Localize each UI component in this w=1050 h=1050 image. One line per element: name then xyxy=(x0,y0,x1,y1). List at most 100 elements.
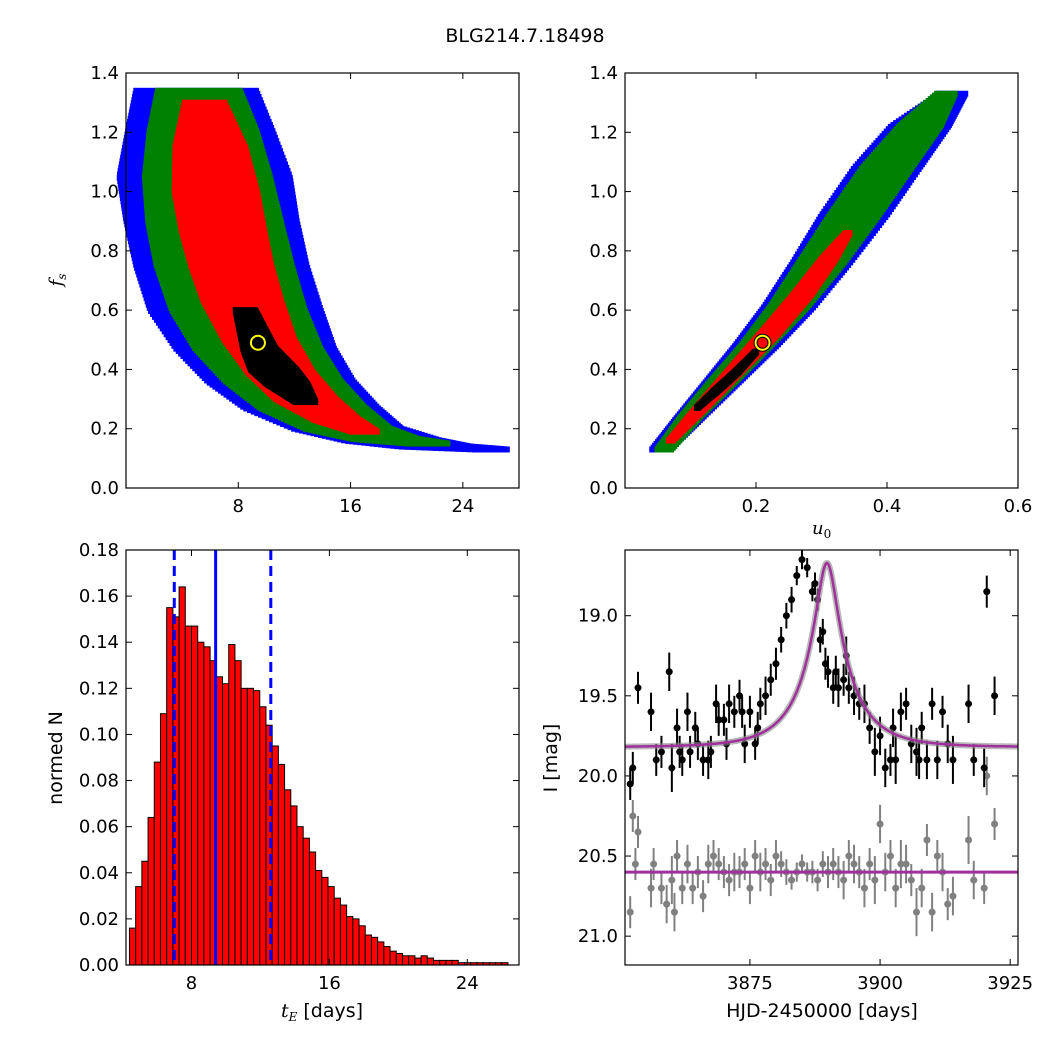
histogram-bar-11 xyxy=(197,641,205,966)
data-point-residual-66 xyxy=(980,884,988,892)
data-point-event-19 xyxy=(715,716,723,724)
data-point-event-59 xyxy=(881,764,889,772)
series-event xyxy=(626,550,999,800)
x-axis-label-tE: tE [days] xyxy=(281,1000,363,1024)
data-point-event-70 xyxy=(928,700,936,708)
data-point-event-67 xyxy=(915,756,923,764)
x-tick-label-1-1: 0.4 xyxy=(873,496,902,517)
data-point-residual-0 xyxy=(626,908,634,916)
data-point-residual-46 xyxy=(860,884,868,892)
y-tick-label-2-6: 0.12 xyxy=(79,678,119,699)
y-tick-label-1-6: 1.2 xyxy=(589,122,618,143)
data-point-event-34 xyxy=(777,636,785,644)
histogram-bar-20 xyxy=(253,690,261,966)
model-curve-shadow xyxy=(625,559,1018,750)
histogram-bar-3 xyxy=(147,816,155,966)
data-point-residual-27 xyxy=(762,860,770,868)
histogram-bar-43 xyxy=(395,952,403,966)
data-point-residual-56 xyxy=(912,908,920,916)
data-point-residual-58 xyxy=(923,836,931,844)
histogram-bar-2 xyxy=(141,860,149,966)
data-point-residual-15 xyxy=(699,892,707,900)
data-point-event-50 xyxy=(840,676,848,684)
data-point-event-41 xyxy=(811,580,819,588)
histogram-bar-10 xyxy=(191,625,199,966)
y-tick-label-1-7: 1.4 xyxy=(589,63,618,84)
x-tick-label-3-2: 3925 xyxy=(987,973,1033,994)
histogram-bar-30 xyxy=(315,869,323,966)
contour-cell-2-160 xyxy=(842,230,853,237)
y-tick-label-1-4: 0.8 xyxy=(589,241,618,262)
histogram-bar-51 xyxy=(445,959,453,966)
histogram-bar-31 xyxy=(321,876,329,966)
data-point-event-72 xyxy=(939,708,947,716)
data-point-residual-42 xyxy=(840,876,848,884)
y-tick-label-0-4: 0.8 xyxy=(90,241,119,262)
data-point-event-39 xyxy=(803,564,811,572)
data-point-residual-12 xyxy=(683,860,691,868)
data-point-residual-28 xyxy=(767,876,775,884)
data-point-event-3 xyxy=(647,708,655,716)
y-tick-label-2-0: 0.00 xyxy=(79,955,119,976)
contour-level-1 xyxy=(693,348,760,411)
x-tick-label-1-0: 0.2 xyxy=(742,496,771,517)
histogram-bar-41 xyxy=(383,946,391,966)
data-point-event-77 xyxy=(980,764,988,772)
data-point-residual-34 xyxy=(798,860,806,868)
data-point-residual-24 xyxy=(746,884,754,892)
data-point-event-20 xyxy=(720,716,728,724)
data-point-event-56 xyxy=(866,724,874,732)
y-tick-label-0-3: 0.6 xyxy=(90,300,119,321)
plot-frame-1 xyxy=(624,72,1019,489)
histogram-bar-33 xyxy=(333,897,341,966)
histogram-bar-16 xyxy=(228,644,236,966)
data-point-residual-29 xyxy=(772,852,780,860)
data-point-event-1 xyxy=(629,764,637,772)
histogram-bar-8 xyxy=(178,586,186,966)
histogram-bar-12 xyxy=(203,646,211,966)
y-tick-label-3-1: 19.5 xyxy=(578,686,618,707)
data-point-residual-44 xyxy=(850,860,858,868)
data-point-residual-47 xyxy=(866,860,874,868)
data-point-residual-53 xyxy=(897,860,905,868)
data-point-event-27 xyxy=(746,708,754,716)
histogram-bar-0 xyxy=(128,927,137,966)
data-point-residual-59 xyxy=(928,908,936,916)
histogram-bar-4 xyxy=(153,761,161,966)
panel-tE-histogram: 8 16 24 0.00 0.02 0.04 0.06 0.08 0.10 0.12 0.14 0.1… xyxy=(79,540,520,994)
data-point-residual-17 xyxy=(709,852,717,860)
data-point-residual-6 xyxy=(657,884,665,892)
histogram-bar-36 xyxy=(352,918,360,966)
data-point-event-35 xyxy=(782,612,790,620)
y-axis-label-fs: fs xyxy=(46,274,69,289)
x-tick-label-2-1: 16 xyxy=(318,973,341,994)
data-point-residual-54 xyxy=(902,860,910,868)
histogram-bar-52 xyxy=(451,959,459,966)
y-tick-label-0-1: 0.2 xyxy=(90,419,119,440)
histogram-bar-21 xyxy=(259,706,267,966)
y-tick-label-1-0: 0.0 xyxy=(589,478,618,499)
data-point-residual-49 xyxy=(876,820,884,828)
x-tick-label-3-1: 3900 xyxy=(857,973,903,994)
data-point-residual-57 xyxy=(918,884,926,892)
best-fit-marker xyxy=(249,334,266,351)
data-point-residual-9 xyxy=(670,908,678,916)
histogram-bar-47 xyxy=(420,955,428,966)
histogram-bar-38 xyxy=(364,934,372,966)
y-tick-label-1-2: 0.4 xyxy=(589,359,618,380)
x-tick-label-0-0: 8 xyxy=(233,496,244,517)
histogram-bar-45 xyxy=(408,955,416,966)
data-point-residual-1 xyxy=(629,812,637,820)
y-tick-label-3-4: 21.0 xyxy=(578,926,618,947)
data-point-residual-25 xyxy=(751,852,759,860)
data-point-event-49 xyxy=(834,684,842,692)
data-point-event-62 xyxy=(892,756,900,764)
data-point-residual-64 xyxy=(965,836,973,844)
histogram-bar-15 xyxy=(222,683,230,966)
data-point-event-63 xyxy=(897,708,905,716)
plot-frame-0 xyxy=(125,72,520,489)
histogram-bar-9 xyxy=(184,625,193,966)
contour-cell-3-160 xyxy=(934,90,958,97)
data-point-residual-13 xyxy=(689,884,697,892)
data-point-event-4 xyxy=(652,756,660,764)
